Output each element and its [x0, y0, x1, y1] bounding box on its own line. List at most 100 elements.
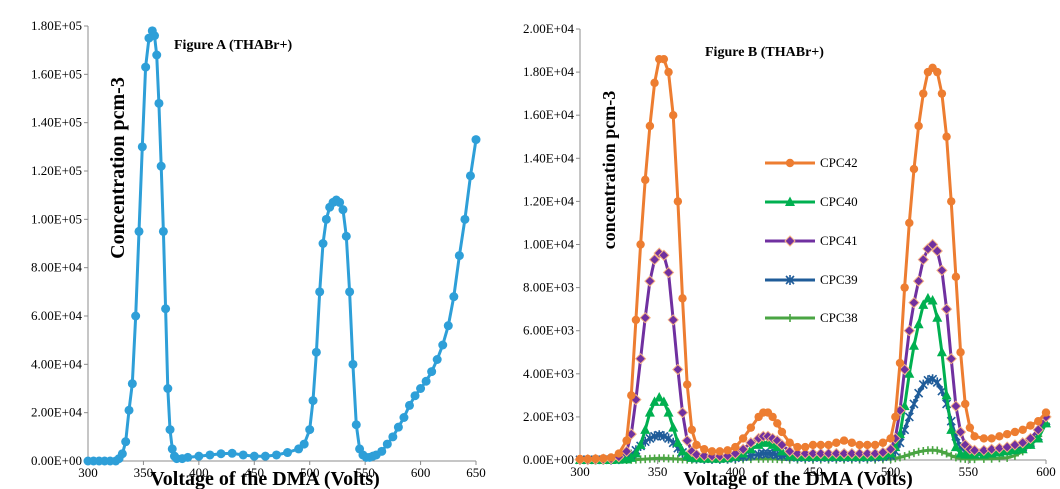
chart-b-point-cpc41 — [946, 354, 956, 364]
chart-b-point-cpc42 — [886, 434, 894, 442]
chart-b-point-cpc42 — [824, 441, 832, 449]
chart-b-point-cpc41 — [682, 436, 692, 446]
chart-a-y-tick-label: 1.60E+05 — [31, 66, 82, 81]
chart-b-point-cpc42 — [952, 273, 960, 281]
chart-b-point-cpc38 — [938, 448, 946, 456]
chart-b-point-cpc41 — [914, 276, 924, 286]
chart-b-y-tick-label: 2.00E+04 — [523, 21, 575, 36]
chart-b-point-cpc40 — [640, 424, 650, 434]
chart-a-point — [319, 239, 328, 248]
chart-b-point-cpc41 — [664, 268, 674, 278]
chart-b-point-cpc42 — [739, 434, 747, 442]
chart-a-y-tick-label: 0.00E+00 — [31, 453, 82, 468]
chart-b-point-cpc42 — [615, 449, 623, 457]
chart-a-point — [388, 432, 397, 441]
chart-b-point-cpc41 — [678, 408, 688, 418]
chart-a-point — [161, 304, 170, 313]
chart-a-y-tick-label: 6.00E+04 — [31, 308, 83, 323]
chart-b-y-tick-label: 2.00E+03 — [523, 409, 574, 424]
chart-b-point-cpc42 — [840, 436, 848, 444]
chart-b-point-cpc42 — [660, 55, 668, 63]
chart-a-point — [472, 135, 481, 144]
chart-a-point — [352, 420, 361, 429]
chart-a-point — [399, 413, 408, 422]
chart-b-y-ticks: 0.00E+002.00E+034.00E+036.00E+038.00E+03… — [523, 21, 580, 467]
chart-b-point-cpc40 — [914, 319, 924, 329]
chart-a-point — [433, 355, 442, 364]
chart-b-point-cpc40 — [645, 407, 655, 417]
chart-a-y-tick-label: 4.00E+04 — [31, 356, 83, 371]
chart-a-point — [134, 227, 143, 236]
chart-b-point-cpc42 — [848, 439, 856, 447]
legend-label-cpc39: CPC39 — [820, 272, 858, 287]
chart-b-point-cpc41 — [636, 354, 646, 364]
chart-b-point-cpc42 — [716, 447, 724, 455]
chart-a-point — [250, 452, 259, 461]
chart-b-point-cpc42 — [919, 89, 927, 97]
chart-b-point-cpc40 — [937, 347, 947, 357]
chart-b-point-cpc42 — [1042, 408, 1050, 416]
chart-b-y-tick-label: 0.00E+00 — [523, 452, 574, 467]
chart-b-y-tick-label: 1.20E+04 — [523, 193, 575, 208]
chart-b-point-cpc42 — [938, 89, 946, 97]
chart-b-point-cpc41 — [937, 265, 947, 275]
chart-b-point-cpc42 — [980, 434, 988, 442]
chart-b-point-cpc42 — [961, 400, 969, 408]
chart-b-point-cpc42 — [1026, 421, 1034, 429]
chart-b-point-cpc41 — [918, 255, 928, 265]
chart-b-point-cpc42 — [1011, 428, 1019, 436]
chart-b-point-cpc42 — [576, 455, 584, 463]
chart-b-point-cpc42 — [910, 165, 918, 173]
chart-a-y-label: Concentration pcm-3 — [107, 77, 129, 259]
chart-b-point-cpc42 — [773, 419, 781, 427]
chart-a-point — [138, 142, 147, 151]
chart-b-point-cpc41 — [668, 315, 678, 325]
chart-a-x-tick-label: 300 — [78, 465, 98, 480]
chart-a-point — [228, 449, 237, 458]
chart-b-point-cpc42 — [832, 439, 840, 447]
chart-b-point-cpc42 — [1019, 426, 1027, 434]
chart-b-point-cpc42 — [731, 443, 739, 451]
chart-b-point-cpc39 — [933, 377, 941, 387]
chart-a-point — [449, 292, 458, 301]
chart-b-point-cpc42 — [905, 219, 913, 227]
chart-a-point — [239, 450, 248, 459]
chart-b-point-cpc41 — [673, 364, 683, 374]
chart-b-point-cpc41 — [951, 401, 961, 411]
chart-b-point-cpc42 — [970, 432, 978, 440]
chart-b-point-cpc42 — [646, 122, 654, 130]
chart-b-point-cpc42 — [622, 436, 630, 444]
chart-a-y-tick-label: 8.00E+04 — [31, 260, 83, 275]
chart-b-point-cpc42 — [650, 79, 658, 87]
chart-a-point — [377, 447, 386, 456]
chart-a-point — [383, 440, 392, 449]
chart-b-y-tick-label: 8.00E+03 — [523, 280, 574, 295]
chart-b-point-cpc40 — [664, 407, 674, 417]
chart-a-point — [312, 348, 321, 357]
chart-a-point — [183, 453, 192, 462]
chart-b-point-cpc38 — [915, 448, 923, 456]
chart-b-y-tick-label: 6.00E+03 — [523, 323, 574, 338]
chart-a-point — [128, 379, 137, 388]
chart-b-point-cpc42 — [896, 359, 904, 367]
chart-b-point-cpc42 — [664, 68, 672, 76]
chart-a-title: Figure A (THABr+) — [174, 38, 292, 53]
chart-b-point-cpc42 — [683, 380, 691, 388]
chart-b-point-cpc39 — [905, 412, 913, 422]
chart-b-point-cpc42 — [956, 348, 964, 356]
chart-a-point — [322, 215, 331, 224]
chart-b-y-tick-label: 1.40E+04 — [523, 150, 575, 165]
chart-a-point — [121, 437, 130, 446]
chart-a-point — [272, 450, 281, 459]
chart-b: 0.00E+00 2.00E+03 4.00E+03 6.00E+03 8.00E+03… — [523, 21, 1056, 489]
chart-a-x-tick-label: 600 — [411, 465, 431, 480]
chart-b-point-cpc42 — [607, 453, 615, 461]
chart-b-point-cpc42 — [900, 283, 908, 291]
chart-b-point-cpc40 — [668, 422, 678, 432]
chart-b-point-cpc42 — [933, 68, 941, 76]
chart-b-point-cpc42 — [871, 441, 879, 449]
chart-b-point-cpc40 — [932, 312, 942, 322]
chart-a-point — [338, 205, 347, 214]
chart-a-point — [283, 448, 292, 457]
chart-a-point — [166, 425, 175, 434]
